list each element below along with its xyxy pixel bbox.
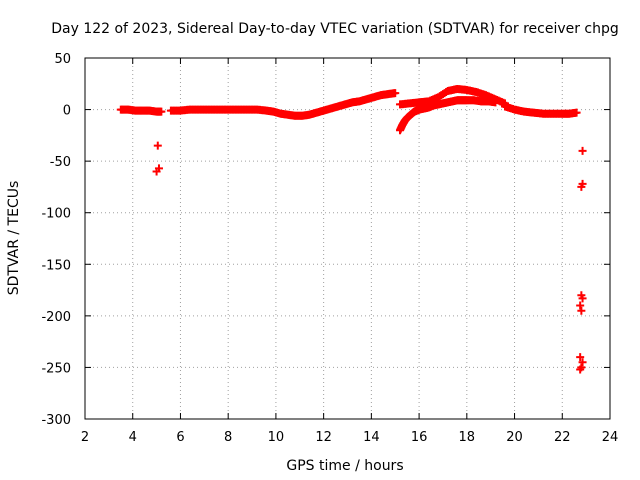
- grid-layer: [85, 58, 610, 419]
- x-tick-label: 20: [506, 430, 523, 445]
- chart-title: Day 122 of 2023, Sidereal Day-to-day VTE…: [51, 21, 619, 37]
- series-upper-arc: [396, 84, 509, 109]
- series-outliers-early: [152, 141, 163, 176]
- x-tick-label: 4: [129, 430, 137, 445]
- plot-frame: [84, 57, 611, 420]
- y-tick-label: 50: [54, 52, 71, 67]
- x-tick-label: 6: [176, 430, 184, 445]
- data-point: [153, 141, 162, 150]
- data-point: [578, 358, 587, 367]
- x-tick-label: 10: [268, 430, 285, 445]
- y-tick-label: -100: [41, 207, 71, 222]
- series-baseline-mid: [166, 89, 400, 120]
- data-point: [578, 294, 587, 303]
- series-outliers-late: [576, 146, 587, 374]
- data-point: [391, 89, 400, 98]
- data-point: [576, 301, 585, 310]
- x-tick-label: 14: [363, 430, 380, 445]
- x-tick-label: 24: [602, 430, 619, 445]
- x-tick-label: 18: [459, 430, 476, 445]
- y-tick-label: -150: [41, 258, 71, 273]
- x-axis-label: GPS time / hours: [286, 458, 403, 474]
- data-point: [576, 353, 585, 362]
- data-point: [578, 146, 587, 155]
- series-arc-start: [396, 96, 500, 135]
- data-point: [572, 108, 581, 117]
- data-point: [157, 107, 166, 116]
- x-tick-label: 16: [411, 430, 428, 445]
- data-point: [576, 365, 585, 374]
- series-baseline-early: [116, 105, 166, 116]
- x-tick-label: 2: [81, 430, 89, 445]
- data-point: [578, 179, 587, 188]
- y-tick-label: -200: [41, 310, 71, 325]
- y-tick-label: -50: [50, 155, 71, 170]
- y-tick-label: 0: [63, 104, 71, 119]
- x-tick-label: 12: [315, 430, 332, 445]
- y-tick-label: -250: [41, 361, 71, 376]
- tick-layer: 2 4 6 8 10 12 14 16 18 20 22 24500-50-100-150-200-2…: [41, 52, 618, 445]
- x-tick-label: 8: [224, 430, 232, 445]
- data-layer: [116, 84, 587, 374]
- y-tick-label: -300: [41, 413, 71, 428]
- x-tick-label: 22: [554, 430, 571, 445]
- y-axis-label: SDTVAR / TECUs: [6, 181, 22, 296]
- data-point: [154, 164, 163, 173]
- series-baseline-late: [501, 102, 581, 118]
- data-point: [577, 306, 586, 315]
